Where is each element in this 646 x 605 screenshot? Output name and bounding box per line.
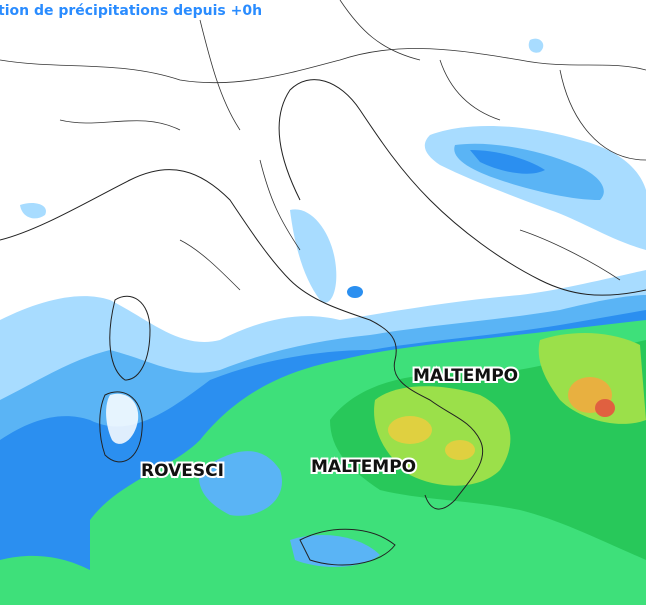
map-label: MALTEMPO bbox=[311, 457, 416, 477]
border bbox=[0, 48, 646, 84]
border bbox=[179, 59, 501, 291]
sicily bbox=[299, 528, 396, 566]
coastline bbox=[278, 79, 646, 296]
map-title: tion de précipitations depuis +0h bbox=[0, 3, 262, 19]
precipitation-field bbox=[0, 38, 646, 605]
map-label: MALTEMPO bbox=[413, 366, 518, 386]
sardinia bbox=[99, 391, 143, 463]
coastlines-and-borders bbox=[0, 0, 646, 566]
border bbox=[59, 0, 646, 281]
coastline bbox=[0, 169, 484, 510]
corsica bbox=[109, 295, 151, 381]
map-label: ROVESCI bbox=[141, 461, 224, 481]
